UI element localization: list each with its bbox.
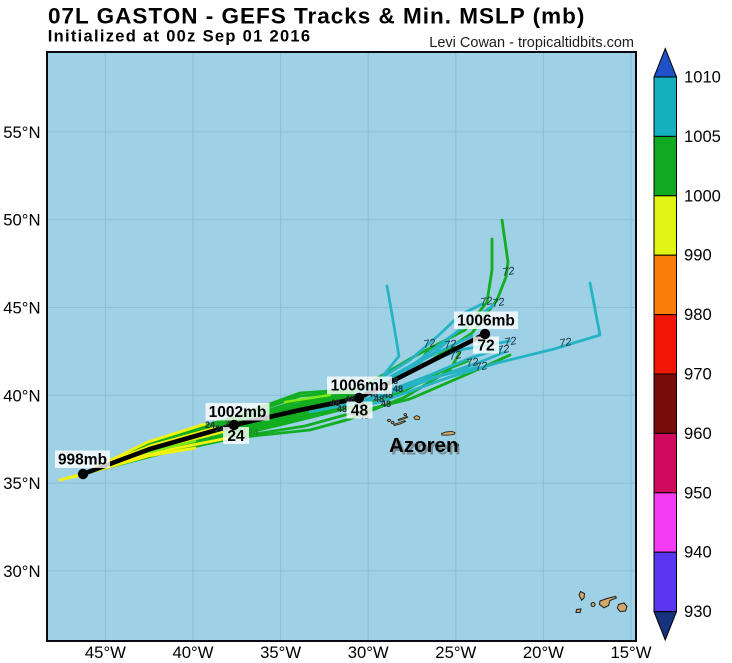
- svg-text:72: 72: [477, 338, 494, 355]
- svg-text:Levi Cowan - tropicaltidbits.c: Levi Cowan - tropicaltidbits.com: [429, 35, 634, 51]
- svg-text:30°N: 30°N: [3, 562, 40, 581]
- svg-text:30°W: 30°W: [348, 643, 389, 662]
- svg-text:72: 72: [443, 338, 457, 352]
- svg-text:35°W: 35°W: [260, 643, 301, 662]
- svg-text:1006mb: 1006mb: [457, 313, 515, 330]
- svg-text:Azoren: Azoren: [391, 436, 460, 459]
- svg-text:35°N: 35°N: [3, 474, 40, 493]
- svg-text:72: 72: [422, 337, 436, 351]
- svg-text:72: 72: [448, 349, 462, 363]
- svg-text:980: 980: [684, 305, 712, 324]
- svg-text:45°N: 45°N: [3, 299, 40, 318]
- svg-text:930: 930: [684, 602, 712, 621]
- svg-text:Initialized at 00z Sep 01 2016: Initialized at 00z Sep 01 2016: [48, 28, 312, 46]
- svg-text:48: 48: [330, 398, 340, 408]
- svg-text:48: 48: [345, 394, 355, 404]
- svg-text:48: 48: [381, 399, 391, 409]
- svg-text:998mb: 998mb: [58, 452, 107, 469]
- svg-text:07L GASTON - GEFS Tracks & Min: 07L GASTON - GEFS Tracks & Min. MSLP (mb…: [48, 3, 585, 28]
- svg-text:40°N: 40°N: [3, 386, 40, 405]
- svg-text:1000: 1000: [684, 186, 721, 205]
- svg-text:24: 24: [227, 428, 245, 445]
- svg-text:72: 72: [558, 336, 572, 350]
- svg-text:15°W: 15°W: [611, 643, 652, 662]
- svg-text:48: 48: [337, 404, 347, 414]
- svg-text:72: 72: [474, 360, 488, 374]
- svg-text:24: 24: [215, 424, 225, 434]
- svg-text:48: 48: [374, 394, 384, 404]
- svg-text:990: 990: [684, 246, 712, 265]
- svg-text:48: 48: [351, 403, 369, 420]
- svg-text:72: 72: [491, 296, 505, 310]
- svg-text:48: 48: [383, 390, 393, 400]
- svg-text:50°N: 50°N: [3, 211, 40, 230]
- svg-text:72: 72: [503, 335, 517, 349]
- svg-text:1005: 1005: [684, 127, 721, 146]
- svg-text:25°W: 25°W: [435, 643, 476, 662]
- svg-text:72: 72: [465, 356, 479, 370]
- svg-text:45°W: 45°W: [85, 643, 126, 662]
- svg-text:72: 72: [496, 343, 510, 357]
- svg-text:970: 970: [684, 365, 712, 384]
- svg-text:1010: 1010: [684, 68, 721, 87]
- svg-text:72: 72: [501, 265, 515, 279]
- svg-text:1002mb: 1002mb: [209, 404, 267, 421]
- svg-text:24: 24: [205, 420, 215, 430]
- svg-text:72: 72: [479, 295, 493, 309]
- svg-text:20°W: 20°W: [523, 643, 564, 662]
- svg-text:55°N: 55°N: [3, 123, 40, 142]
- svg-text:48: 48: [393, 384, 403, 394]
- svg-text:40°W: 40°W: [173, 643, 214, 662]
- svg-text:1006mb: 1006mb: [331, 378, 389, 395]
- svg-text:48: 48: [388, 376, 398, 386]
- svg-text:940: 940: [684, 543, 712, 562]
- svg-text:950: 950: [684, 483, 712, 502]
- svg-text:24: 24: [247, 427, 259, 439]
- svg-text:Azoren: Azoren: [389, 434, 458, 457]
- svg-text:960: 960: [684, 424, 712, 443]
